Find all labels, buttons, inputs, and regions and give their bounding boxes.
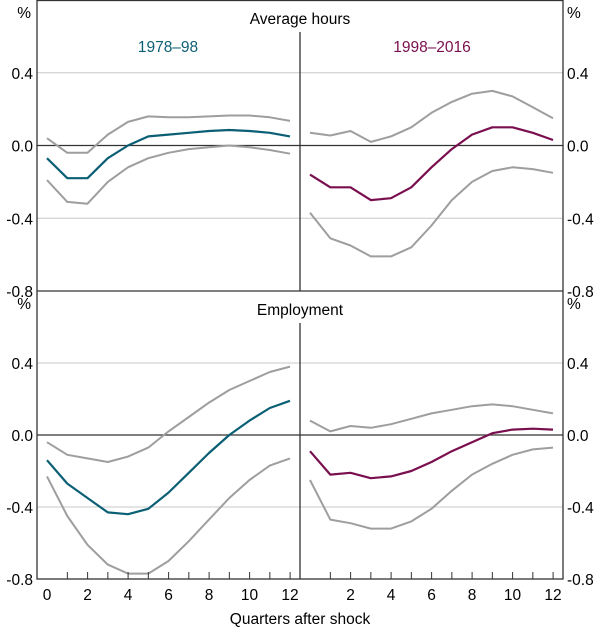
series-early-lower-hours (46, 144, 291, 205)
y-tick-label-right: -0.4 (567, 211, 594, 228)
x-tick-label-right: 10 (504, 587, 522, 604)
y-tick-label-right: -0.8 (567, 572, 594, 589)
series-late-central-employment (309, 427, 554, 480)
x-ticks (66, 572, 554, 579)
x-tick-label-left: 12 (281, 587, 298, 604)
series-late-upper-employment (309, 403, 554, 433)
y-tick-label-right: 0.4 (567, 66, 589, 83)
x-tick-label-right: 2 (346, 587, 355, 604)
y-tick-label-left: -0.4 (6, 211, 33, 228)
x-tick-label-left: 0 (43, 587, 52, 604)
x-tick-label-right: 8 (468, 587, 477, 604)
x-tick-label-left: 8 (205, 587, 214, 604)
x-tick-label-right: 6 (427, 587, 436, 604)
x-tick-label-left: 2 (83, 587, 92, 604)
x-tick-label-right: 12 (544, 587, 561, 604)
y-tick-label-left: -0.8 (6, 572, 33, 589)
y-tick-label-left: -0.8 (6, 284, 33, 301)
x-tick-label-left: 4 (124, 587, 133, 604)
series-late-lower-hours (309, 166, 554, 258)
y-tick-label-right: 0.4 (567, 356, 589, 373)
x-tick-label-right: 4 (387, 587, 396, 604)
unit-label-right: % (567, 5, 581, 22)
x-tick-label-left: 6 (164, 587, 173, 604)
period-label-late: 1998–2016 (393, 39, 471, 56)
y-tick-label-left: 0.4 (11, 66, 33, 83)
y-tick-label-right: 0.0 (567, 139, 589, 156)
y-tick-label-left: -0.4 (6, 500, 33, 517)
series-early-lower-employment (46, 457, 291, 575)
y-tick-label-right: -0.4 (567, 500, 594, 517)
series-early-central-hours (46, 128, 291, 180)
series-early-upper-employment (46, 365, 291, 463)
y-tick-label-right: 0.0 (567, 428, 589, 445)
series-late-central-hours (309, 126, 554, 202)
unit-label-left: % (17, 296, 31, 313)
frame (36, 0, 564, 580)
series-early-upper-hours (46, 114, 291, 154)
x-tick-label-left: 10 (241, 587, 259, 604)
y-tick-label-left: 0.0 (11, 428, 33, 445)
unit-label-right: % (567, 296, 581, 313)
y-tick-label-left: 0.0 (11, 139, 33, 156)
series-early-central-employment (46, 399, 291, 516)
series-late-lower-employment (309, 446, 554, 530)
panel-title-employment: Employment (257, 302, 344, 319)
unit-label-left: % (17, 5, 31, 22)
y-tick-label-left: 0.4 (11, 356, 33, 373)
x-axis-title: Quarters after shock (230, 611, 371, 628)
period-label-early: 1978–98 (138, 39, 198, 56)
panel-title-bg (238, 5, 362, 30)
labels: 0.4 0.4 0.0 0.0 -0.4 -0.4 -0.8 -0.8% % 0.4 0.4 0.0 0… (6, 5, 594, 604)
series-lines (46, 89, 554, 575)
panel-title-hours: Average hours (250, 11, 351, 28)
y-tick-label-right: -0.8 (567, 284, 594, 301)
series-late-upper-hours (309, 89, 554, 143)
panel-title-bg (248, 296, 352, 321)
